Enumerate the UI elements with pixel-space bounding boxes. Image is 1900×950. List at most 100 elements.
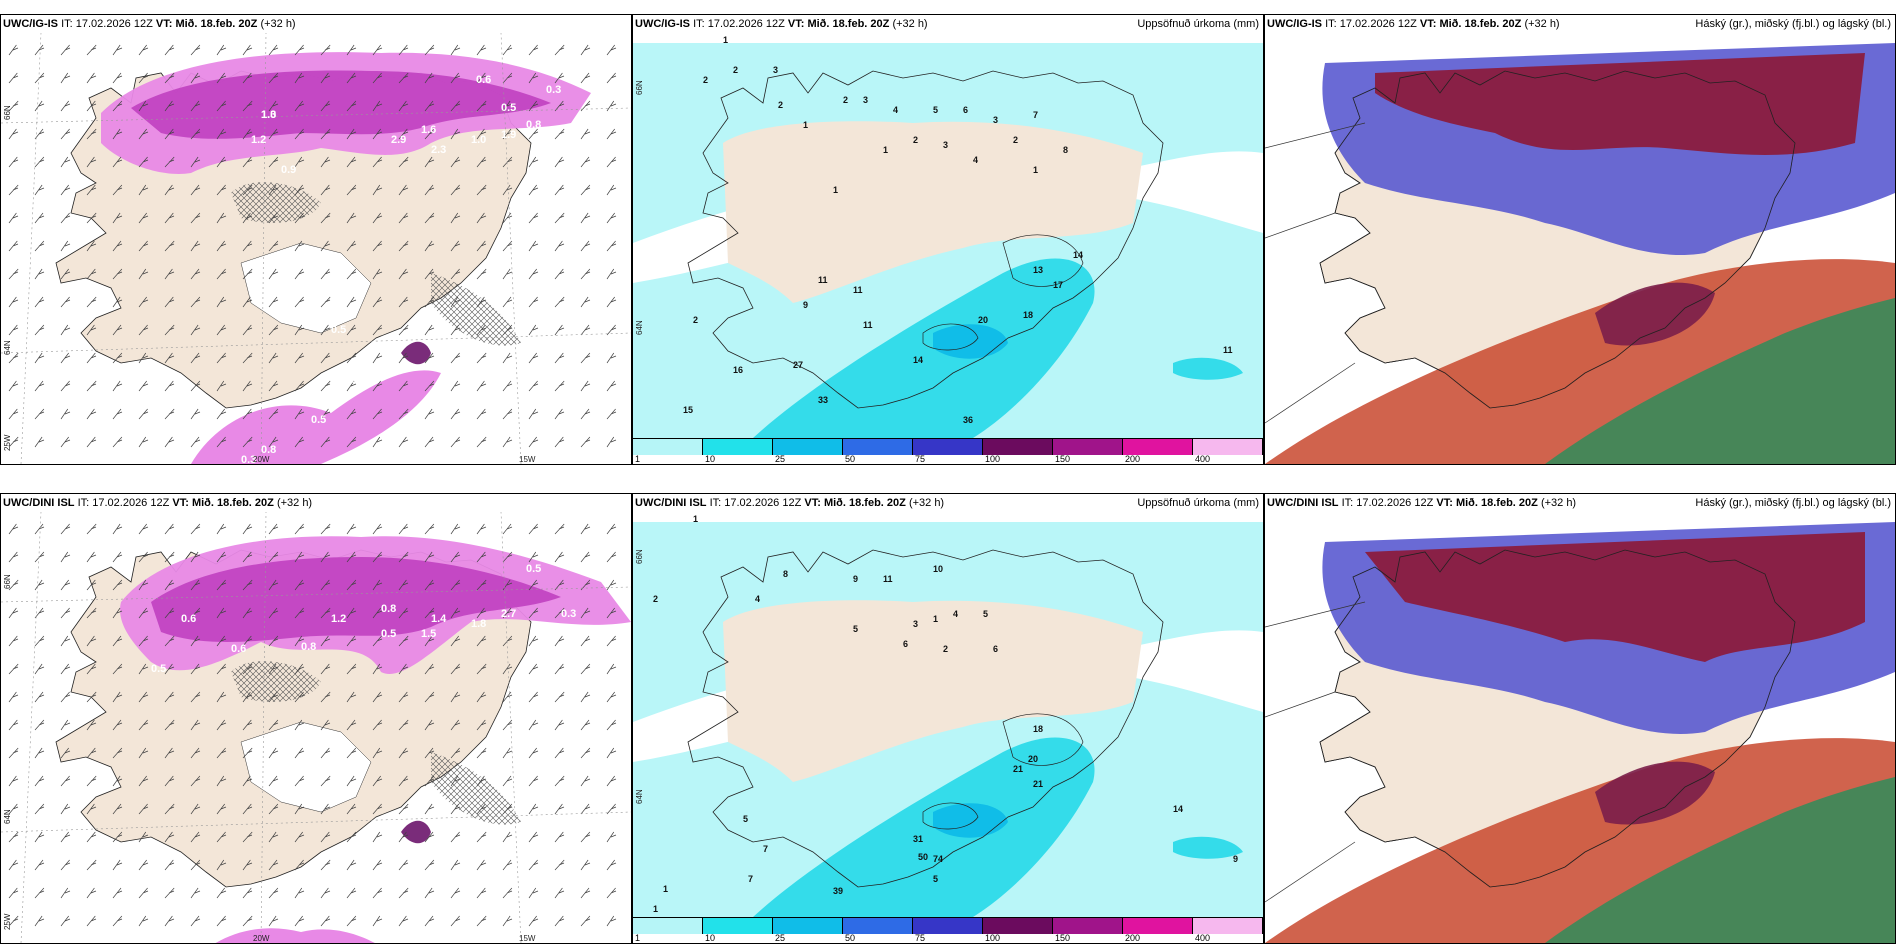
wind-barb — [606, 44, 617, 56]
wind-barb — [86, 436, 97, 448]
wind-barb — [346, 635, 357, 647]
wind-barb — [34, 100, 45, 112]
wind-barb — [190, 803, 201, 815]
wind-barb — [346, 775, 357, 787]
valid-time: Mið. 18.feb. 20Z — [191, 497, 274, 509]
wind-barb — [34, 156, 45, 168]
wind-barb — [8, 240, 19, 252]
graticule — [1, 33, 631, 464]
wind-barb — [320, 551, 331, 563]
legend-label: 100 — [985, 933, 1001, 943]
lat-label-64: 64N — [3, 809, 12, 824]
wind-barb — [8, 436, 19, 448]
wind-barb — [216, 324, 227, 336]
wind-barb — [450, 831, 461, 843]
wind-barb — [450, 128, 461, 140]
legend-swatch — [703, 918, 773, 934]
wind-barb — [554, 803, 565, 815]
wind-barb — [190, 380, 201, 392]
wind-barb — [242, 100, 253, 112]
longitude-line — [260, 512, 267, 943]
vt-label: VT: — [804, 497, 821, 509]
snowfall-value: 0.4 — [601, 563, 617, 575]
wind-barb — [606, 240, 617, 252]
wind-barb — [398, 803, 409, 815]
wind-barb — [138, 240, 149, 252]
precip-value: 6 — [993, 644, 998, 654]
wind-barb — [502, 156, 513, 168]
lon-label-20w: 20W — [253, 934, 270, 943]
wind-barb — [138, 831, 149, 843]
wind-barb — [502, 551, 513, 563]
precip-value: 2 — [693, 315, 698, 325]
snow-hatch-area — [231, 661, 321, 702]
wind-barb — [606, 156, 617, 168]
valid-time: Mið. 18.feb. 20Z — [807, 18, 890, 30]
wind-barb — [528, 268, 539, 280]
wind-barb — [34, 352, 45, 364]
wind-barb — [216, 887, 227, 899]
wind-barb — [502, 803, 513, 815]
wind-barb — [60, 128, 71, 140]
wind-barb — [424, 380, 435, 392]
lead-time: (+32 h) — [1540, 497, 1577, 509]
wind-barb — [476, 579, 487, 591]
wind-barb — [372, 100, 383, 112]
wind-barb — [398, 831, 409, 843]
wind-barb — [294, 775, 305, 787]
wind-barb — [268, 324, 279, 336]
legend-swatch — [983, 439, 1053, 455]
wind-barb — [398, 212, 409, 224]
wind-barb — [424, 663, 435, 675]
precip-value: 10 — [933, 564, 943, 574]
wind-barb — [346, 747, 357, 759]
wind-barb — [34, 551, 45, 563]
wind-barb — [8, 268, 19, 280]
wind-barb — [580, 551, 591, 563]
snowfall-value: 0.5 — [311, 414, 326, 426]
it-label: IT: — [693, 18, 705, 30]
wind-barb — [554, 747, 565, 759]
precip-value: 5 — [933, 874, 938, 884]
wind-barb — [502, 296, 513, 308]
wind-barb — [268, 523, 279, 535]
latitude-line — [1, 332, 631, 354]
wind-barb — [34, 523, 45, 535]
wind-barb — [398, 72, 409, 84]
wind-barb — [60, 324, 71, 336]
wind-barb — [424, 212, 435, 224]
wind-barb — [138, 100, 149, 112]
wind-barb — [424, 831, 435, 843]
wind-barb — [502, 775, 513, 787]
wind-barb — [216, 100, 227, 112]
wind-barb — [60, 436, 71, 448]
wind-barb — [398, 296, 409, 308]
legend-labels: 1 10 25 50 75 100 150 200 400 — [633, 454, 1263, 464]
wind-barb — [138, 408, 149, 420]
wind-barb — [294, 240, 305, 252]
model-name: UWC/IG-IS — [635, 18, 690, 30]
wind-barb — [320, 184, 331, 196]
wind-barb — [450, 324, 461, 336]
wind-barb — [190, 240, 201, 252]
precip-value: 5 — [933, 105, 938, 115]
wind-barb — [450, 44, 461, 56]
wind-barb — [138, 607, 149, 619]
snowfall-core — [131, 70, 551, 139]
wind-barb — [320, 436, 331, 448]
wind-barb — [34, 831, 45, 843]
snowfall-value: 0.8 — [381, 603, 396, 615]
wind-barb — [476, 635, 487, 647]
wind-barb — [86, 324, 97, 336]
wind-barb — [476, 859, 487, 871]
it-label: IT: — [77, 497, 90, 509]
precip-value: 14 — [1073, 250, 1083, 260]
wind-barb — [8, 691, 19, 703]
snowfall-value: 0.9 — [281, 164, 296, 176]
wind-barb — [86, 240, 97, 252]
wind-barb — [242, 747, 253, 759]
wind-barb — [190, 691, 201, 703]
wind-barb — [268, 691, 279, 703]
wind-barb — [476, 915, 487, 927]
wind-barb — [268, 212, 279, 224]
